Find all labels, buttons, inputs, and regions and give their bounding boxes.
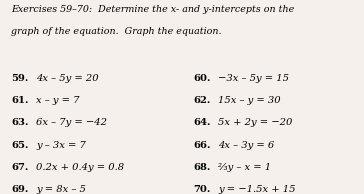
Text: ²⁄₃y – x = 1: ²⁄₃y – x = 1 [218, 163, 272, 172]
Text: y = 8x – 5: y = 8x – 5 [36, 185, 86, 194]
Text: 69.: 69. [11, 185, 28, 194]
Text: y – 3x = 7: y – 3x = 7 [36, 141, 86, 150]
Text: 6x – 7y = −42: 6x – 7y = −42 [36, 118, 107, 127]
Text: 60.: 60. [193, 74, 210, 83]
Text: 62.: 62. [193, 96, 210, 105]
Text: Exercises 59–70:  Determine the x- and y-intercepts on the: Exercises 59–70: Determine the x- and y-… [11, 5, 294, 14]
Text: 70.: 70. [193, 185, 210, 194]
Text: 4x – 3y = 6: 4x – 3y = 6 [218, 141, 275, 150]
Text: x – y = 7: x – y = 7 [36, 96, 80, 105]
Text: −3x – 5y = 15: −3x – 5y = 15 [218, 74, 289, 83]
Text: 64.: 64. [193, 118, 210, 127]
Text: y = −1.5x + 15: y = −1.5x + 15 [218, 185, 296, 194]
Text: 59.: 59. [11, 74, 28, 83]
Text: 65.: 65. [11, 141, 28, 150]
Text: 68.: 68. [193, 163, 210, 172]
Text: graph of the equation.  Graph the equation.: graph of the equation. Graph the equatio… [11, 27, 221, 36]
Text: 63.: 63. [11, 118, 28, 127]
Text: 61.: 61. [11, 96, 28, 105]
Text: 0.2x + 0.4y = 0.8: 0.2x + 0.4y = 0.8 [36, 163, 124, 172]
Text: 67.: 67. [11, 163, 28, 172]
Text: 66.: 66. [193, 141, 210, 150]
Text: 4x – 5y = 20: 4x – 5y = 20 [36, 74, 99, 83]
Text: 5x + 2y = −20: 5x + 2y = −20 [218, 118, 293, 127]
Text: 15x – y = 30: 15x – y = 30 [218, 96, 281, 105]
